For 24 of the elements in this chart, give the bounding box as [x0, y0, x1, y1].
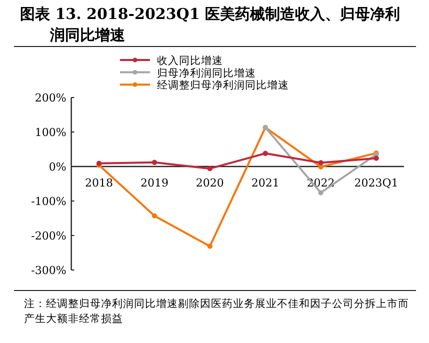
legend-label: 收入同比增速 [157, 54, 223, 67]
y-tick-label: -300% [31, 264, 66, 277]
point [318, 190, 324, 196]
y-tick-label: -200% [31, 230, 66, 242]
legend-label: 经调整归母净利润同比增速 [157, 78, 289, 92]
point [152, 213, 158, 218]
point [207, 244, 213, 249]
point [374, 156, 379, 161]
x-tick-label: 2019 [140, 176, 168, 190]
x-tick-label: 2018 [85, 176, 114, 190]
x-tick-label: 2021 [251, 176, 280, 190]
y-tick-label: 0% [48, 160, 66, 174]
y-tick-label: 100% [34, 126, 66, 139]
y-tick-label: -100% [31, 195, 66, 208]
y-tick-label: 200% [34, 92, 66, 104]
point [207, 166, 213, 172]
point [318, 160, 324, 166]
point [262, 150, 268, 156]
legend-label: 归母净利润同比增速 [157, 66, 256, 80]
text: 注：经调整归母净利润同比增速剔除因医药业务展业不佳和因子公司分拆上市而产生大额非经常损益 [24, 297, 410, 327]
x-tick-label: 2023Q1 [354, 176, 398, 190]
x-tick-label: 2020 [196, 176, 224, 190]
point [152, 160, 158, 165]
chart-title: 图表 13. 2018-2023Q1 医美药械制造收入、归母净利润同比增速 [20, 4, 401, 46]
